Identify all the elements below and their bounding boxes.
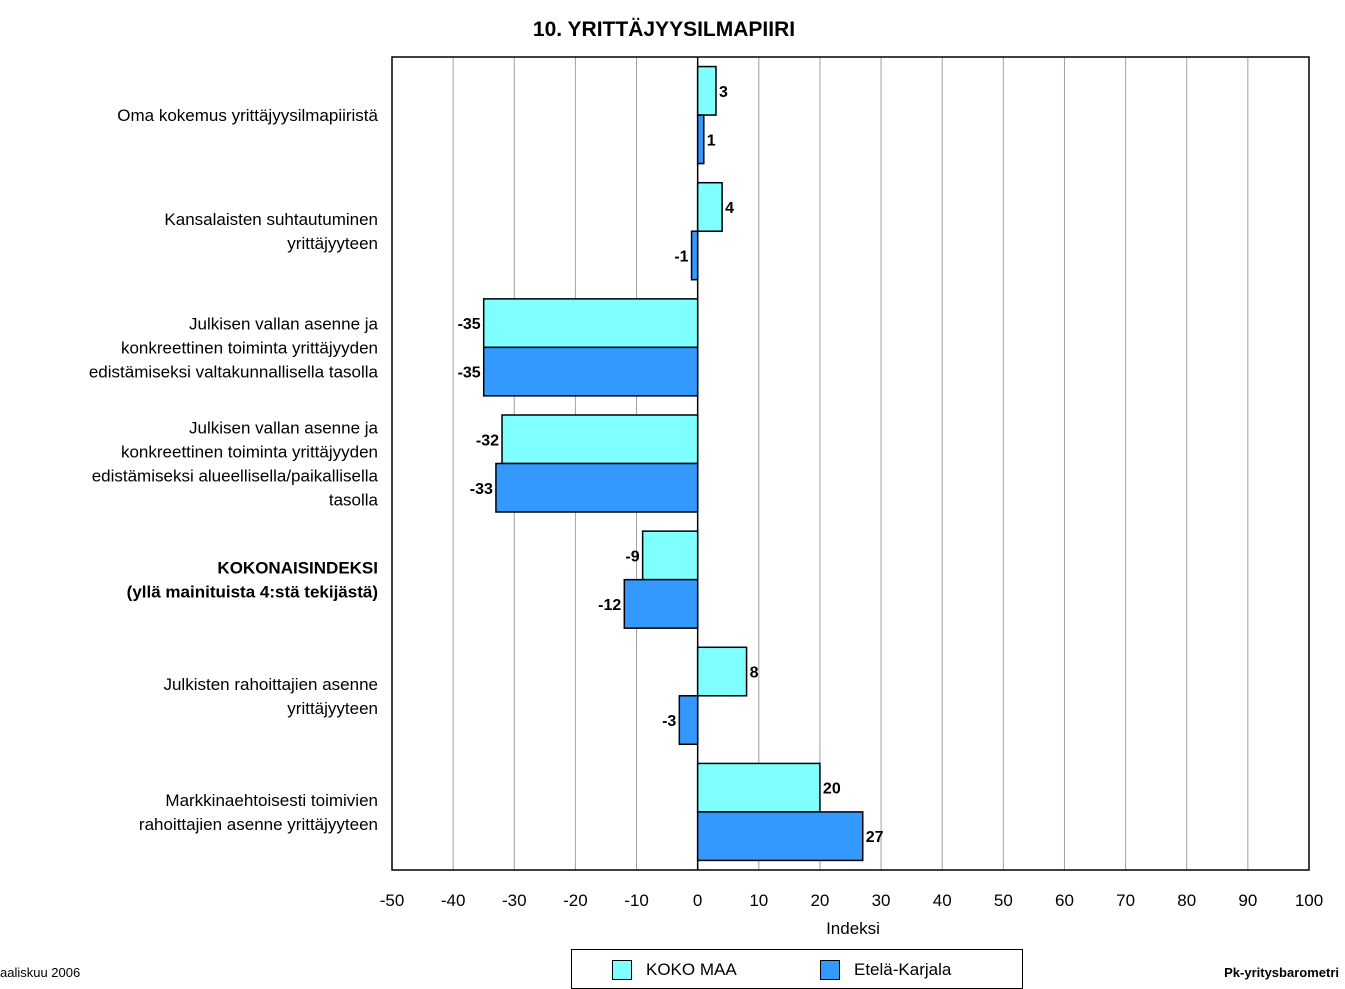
data-label: 3 (719, 84, 728, 101)
bar-series-1 (641, 530, 699, 581)
data-label: 1 (707, 132, 716, 149)
bar-series-2 (696, 114, 705, 165)
data-label: 20 (823, 781, 841, 798)
legend: KOKO MAA Etelä-Karjala (571, 949, 1023, 989)
category-label: Oma kokemus yrittäjyysilmapiiristä (117, 106, 378, 125)
x-tick-label: 90 (1238, 891, 1257, 910)
footer-date: aaliskuu 2006 (0, 965, 81, 980)
x-tick-label: 60 (1055, 891, 1074, 910)
data-label: -1 (674, 248, 688, 265)
category-label: edistämiseksi alueellisella/paikallisell… (92, 467, 379, 486)
x-tick-label: 40 (933, 891, 952, 910)
x-tick-label: 20 (810, 891, 829, 910)
bar-series-2 (482, 346, 699, 397)
category-label: konkreettinen toiminta yrittäjyyden (121, 443, 378, 462)
footer-source: Pk-yritysbarometri (1224, 965, 1339, 980)
legend-label-series-2: Etelä-Karjala (854, 960, 952, 979)
data-label: -33 (470, 481, 493, 498)
legend-item-series-1: KOKO MAA (612, 959, 737, 981)
category-label: Julkisten rahoittajien asenne (163, 675, 378, 694)
bar-series-1 (696, 181, 723, 232)
bar-series-2 (696, 811, 864, 862)
bar-series-2 (623, 578, 699, 629)
data-label: -3 (662, 713, 676, 730)
category-label: yrittäjyyteen (287, 699, 378, 718)
x-tick-label: 70 (1116, 891, 1135, 910)
legend-label-series-1: KOKO MAA (646, 960, 737, 979)
x-axis-title: Indeksi (826, 919, 880, 938)
x-tick-label: -30 (502, 891, 527, 910)
data-label: -32 (476, 432, 499, 449)
category-label: konkreettinen toiminta yrittäjyyden (121, 338, 378, 357)
bar-series-1 (696, 646, 748, 697)
category-label: Markkinaehtoisesti toimivien (165, 791, 378, 810)
bar-series-1 (482, 298, 699, 349)
x-tick-label: -50 (380, 891, 405, 910)
data-label: -35 (458, 316, 481, 333)
x-tick-label: -10 (624, 891, 649, 910)
bar-series-1 (696, 65, 717, 116)
category-label: rahoittajien asenne yrittäjyyteen (139, 815, 378, 834)
bar-series-2 (678, 695, 699, 746)
data-label: 27 (866, 829, 884, 846)
data-label: 4 (725, 200, 734, 217)
bar-series-2 (495, 462, 699, 513)
bar-series-2 (690, 230, 699, 281)
category-label: Julkisen vallan asenne ja (189, 314, 379, 333)
chart-title: 10. YRITTÄJYYSILMAPIIRI (533, 18, 795, 41)
data-label: -12 (598, 597, 621, 614)
x-tick-label: 30 (872, 891, 891, 910)
legend-item-series-2: Etelä-Karjala (820, 959, 951, 981)
category-label: Kansalaisten suhtautuminen (164, 210, 378, 229)
category-label: edistämiseksi valtakunnallisella tasolla (89, 362, 379, 381)
legend-swatch-series-1 (612, 960, 632, 980)
data-label: -35 (458, 365, 481, 382)
x-tick-label: 80 (1177, 891, 1196, 910)
data-label: 8 (750, 665, 759, 682)
category-label: Julkisen vallan asenne ja (189, 419, 379, 438)
category-label: (yllä mainituista 4:stä tekijästä) (127, 583, 378, 602)
legend-swatch-series-2 (820, 960, 840, 980)
category-label: yrittäjyyteen (287, 234, 378, 253)
x-tick-label: -40 (441, 891, 466, 910)
plot-area-border (391, 56, 1310, 871)
bar-series-1 (696, 762, 821, 813)
x-tick-label: 0 (693, 891, 702, 910)
x-tick-label: 100 (1295, 891, 1323, 910)
x-tick-label: 50 (994, 891, 1013, 910)
x-tick-label: 10 (749, 891, 768, 910)
category-label: KOKONAISINDEKSI (217, 559, 378, 578)
x-tick-label: -20 (563, 891, 588, 910)
bar-series-1 (501, 414, 699, 465)
data-label: -9 (625, 548, 639, 565)
category-label: tasolla (329, 491, 379, 510)
